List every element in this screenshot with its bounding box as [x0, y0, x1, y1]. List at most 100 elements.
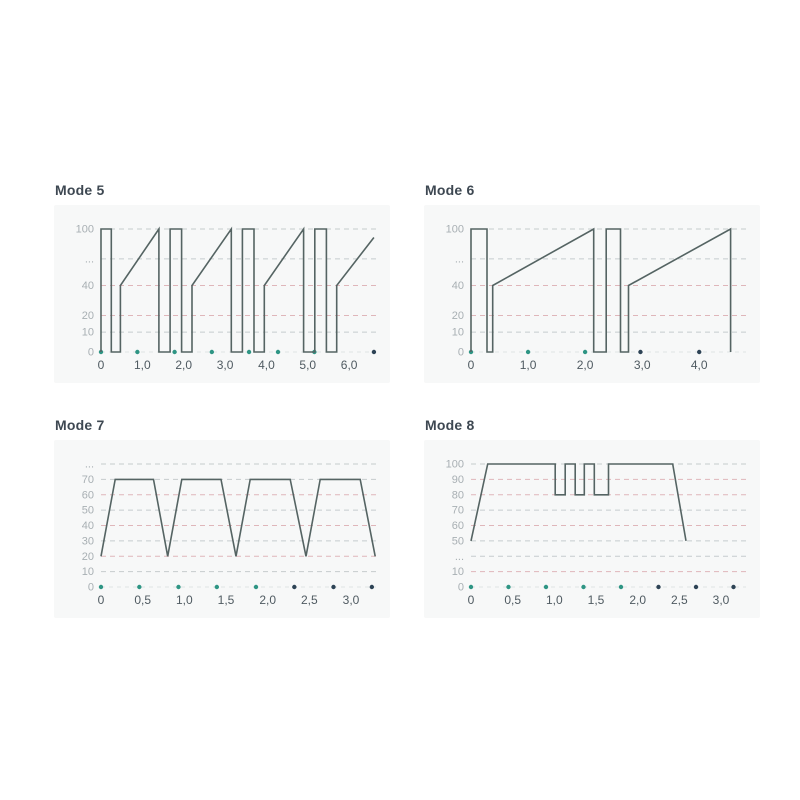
y-tick-label: 20	[452, 310, 464, 322]
chart-card-mode6: 0 10 20 40... 100 0 1,0 2,0 3,0 4,0	[424, 205, 760, 383]
x-tick-label: 2,5	[301, 593, 318, 607]
x-tick-label: 3,0	[713, 593, 730, 607]
y-tick-label: 80	[452, 489, 464, 501]
x-tick-label: 1,0	[520, 358, 537, 372]
y-tick-label: 20	[82, 551, 94, 563]
y-tick-label: 0	[88, 582, 94, 594]
x-tick-label: 3,0	[634, 358, 651, 372]
baseline-dot	[209, 349, 215, 355]
baseline-dot	[525, 349, 531, 355]
waveform-line	[470, 227, 732, 353]
chart-title-mode7: Mode 7	[55, 417, 105, 433]
x-tick-label: 0,5	[504, 593, 521, 607]
baseline-dot	[506, 584, 511, 590]
y-tick-label: ...	[85, 253, 94, 265]
baseline-dot	[371, 349, 377, 355]
x-tick-label: 1,0	[546, 593, 563, 607]
chart-title-mode6: Mode 6	[425, 182, 475, 198]
chart-card-mode5: 0 10 20 40... 100 0 1,0 2,0 3,0 4,0 5,0 6,0	[54, 205, 390, 383]
baseline-dot	[731, 584, 736, 590]
waveform-line	[470, 463, 687, 542]
baseline-dot	[618, 584, 624, 590]
y-tick-label: 0	[88, 347, 94, 359]
baseline-dot	[693, 584, 699, 590]
y-tick-label: 10	[452, 327, 464, 339]
baseline-dot	[468, 584, 474, 590]
x-tick-label: 0	[468, 358, 475, 372]
x-tick-label: 5,0	[299, 358, 316, 372]
x-tick-label: 2,0	[629, 593, 646, 607]
mode6-line-chart: 0 10 20 40... 100 0 1,0 2,0 3,0 4,0	[446, 224, 746, 372]
x-tick-label: 0	[468, 593, 475, 607]
x-tick-label: 2,5	[671, 593, 688, 607]
y-tick-label: 90	[452, 474, 464, 486]
baseline-dot	[135, 349, 140, 355]
y-tick-label: 50	[452, 535, 464, 547]
chart-title-mode8: Mode 8	[425, 417, 475, 433]
y-tick-label: 70	[452, 505, 464, 517]
chart-block-mode7: Mode 7 0 10 20 30 40 50 60 70... 0 0,5 1,0 1,5 2,0 2,…	[54, 418, 390, 618]
y-tick-label: 40	[82, 280, 94, 292]
baseline-dot	[275, 349, 281, 355]
chart-card-mode7: 0 10 20 30 40 50 60 70... 0 0,5 1,0 1,5 2,0 2,5 3,0	[54, 440, 390, 618]
baseline-dot	[172, 349, 177, 355]
y-tick-label: 100	[446, 459, 464, 471]
baseline-dot	[176, 584, 181, 590]
baseline-dot	[331, 584, 336, 590]
waveform-line	[100, 226, 375, 353]
chart-block-mode5: Mode 5 0 10 20 40... 100 0 1,0 2,0 3,0 4,0 5,0 6,0	[54, 183, 390, 383]
x-tick-label: 4,0	[258, 358, 275, 372]
y-tick-label: 100	[76, 224, 94, 236]
x-tick-label: 3,0	[217, 358, 234, 372]
x-tick-label: 1,5	[588, 593, 605, 607]
x-tick-label: 0	[98, 358, 105, 372]
baseline-dot	[638, 349, 643, 355]
y-tick-label: 60	[452, 520, 464, 532]
mode8-line-chart: 0 10... 50 60 70 80 90 100 0 0,5 1,0 1,5 2,0 2,5 3,0	[446, 459, 746, 607]
x-tick-label: 1,0	[176, 593, 193, 607]
y-tick-label: 10	[82, 566, 94, 578]
y-tick-label: 60	[82, 489, 94, 501]
x-tick-label: 2,0	[175, 358, 192, 372]
baseline-dot	[581, 584, 586, 590]
baseline-dot	[137, 584, 142, 590]
baseline-dot	[292, 584, 297, 590]
y-tick-label: 30	[82, 535, 94, 547]
x-tick-label: 2,0	[577, 358, 594, 372]
baseline-dot	[214, 584, 220, 590]
y-tick-label: 70	[82, 474, 94, 486]
y-tick-label: ...	[455, 551, 464, 563]
y-tick-label: 100	[446, 224, 464, 236]
y-tick-label: ...	[455, 253, 464, 265]
y-tick-label: 50	[82, 505, 94, 517]
baseline-dot	[543, 584, 549, 590]
x-tick-label: 6,0	[341, 358, 358, 372]
x-tick-label: 0,5	[134, 593, 151, 607]
y-tick-label: 40	[452, 280, 464, 292]
chart-block-mode8: Mode 8 0 10... 50 60 70 80 90 100 0 0,5 1,0 1,5 2,0 2…	[424, 418, 760, 618]
chart-title-mode5: Mode 5	[55, 182, 105, 198]
x-tick-label: 0	[98, 593, 105, 607]
waveform-line	[100, 478, 376, 557]
y-tick-label: 10	[452, 566, 464, 578]
y-tick-label: ...	[85, 459, 94, 471]
y-tick-label: 0	[458, 582, 464, 594]
baseline-dot	[582, 349, 588, 355]
y-tick-label: 0	[458, 347, 464, 359]
y-tick-label: 20	[82, 310, 94, 322]
x-tick-label: 1,0	[134, 358, 151, 372]
y-tick-label: 40	[82, 520, 94, 532]
baseline-dot	[98, 584, 104, 590]
mode7-line-chart: 0 10 20 30 40 50 60 70... 0 0,5 1,0 1,5 2,0 2,5 3,0	[82, 459, 376, 607]
x-tick-label: 3,0	[343, 593, 360, 607]
chart-block-mode6: Mode 6 0 10 20 40... 100 0 1,0 2,0 3,0 4,0	[424, 183, 760, 383]
mode5-line-chart: 0 10 20 40... 100 0 1,0 2,0 3,0 4,0 5,0 6,0	[76, 224, 377, 372]
chart-card-mode8: 0 10... 50 60 70 80 90 100 0 0,5 1,0 1,5 2,0 2,5 3,0	[424, 440, 760, 618]
baseline-dot	[656, 584, 661, 590]
y-tick-label: 10	[82, 327, 94, 339]
baseline-dot	[253, 584, 259, 590]
baseline-dot	[697, 349, 702, 355]
x-tick-label: 4,0	[691, 358, 708, 372]
baseline-dot	[246, 349, 252, 355]
baseline-dot	[369, 584, 375, 590]
